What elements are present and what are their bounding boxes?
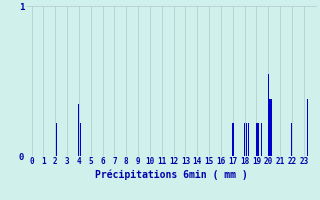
Bar [246,123,247,156]
Bar [258,123,259,156]
X-axis label: Précipitations 6min ( mm ): Précipitations 6min ( mm ) [95,169,248,180]
Bar [270,99,271,156]
Bar [268,73,269,156]
Bar [273,99,274,156]
Bar [256,123,257,156]
Bar [232,123,233,156]
Bar [269,99,270,156]
Bar [257,123,258,156]
Bar [271,99,272,156]
Bar [244,123,245,156]
Bar [261,123,262,156]
Bar [307,99,308,156]
Bar [56,123,57,156]
Bar [248,123,249,156]
Bar [78,104,79,156]
Bar [234,123,235,156]
Bar [80,123,81,156]
